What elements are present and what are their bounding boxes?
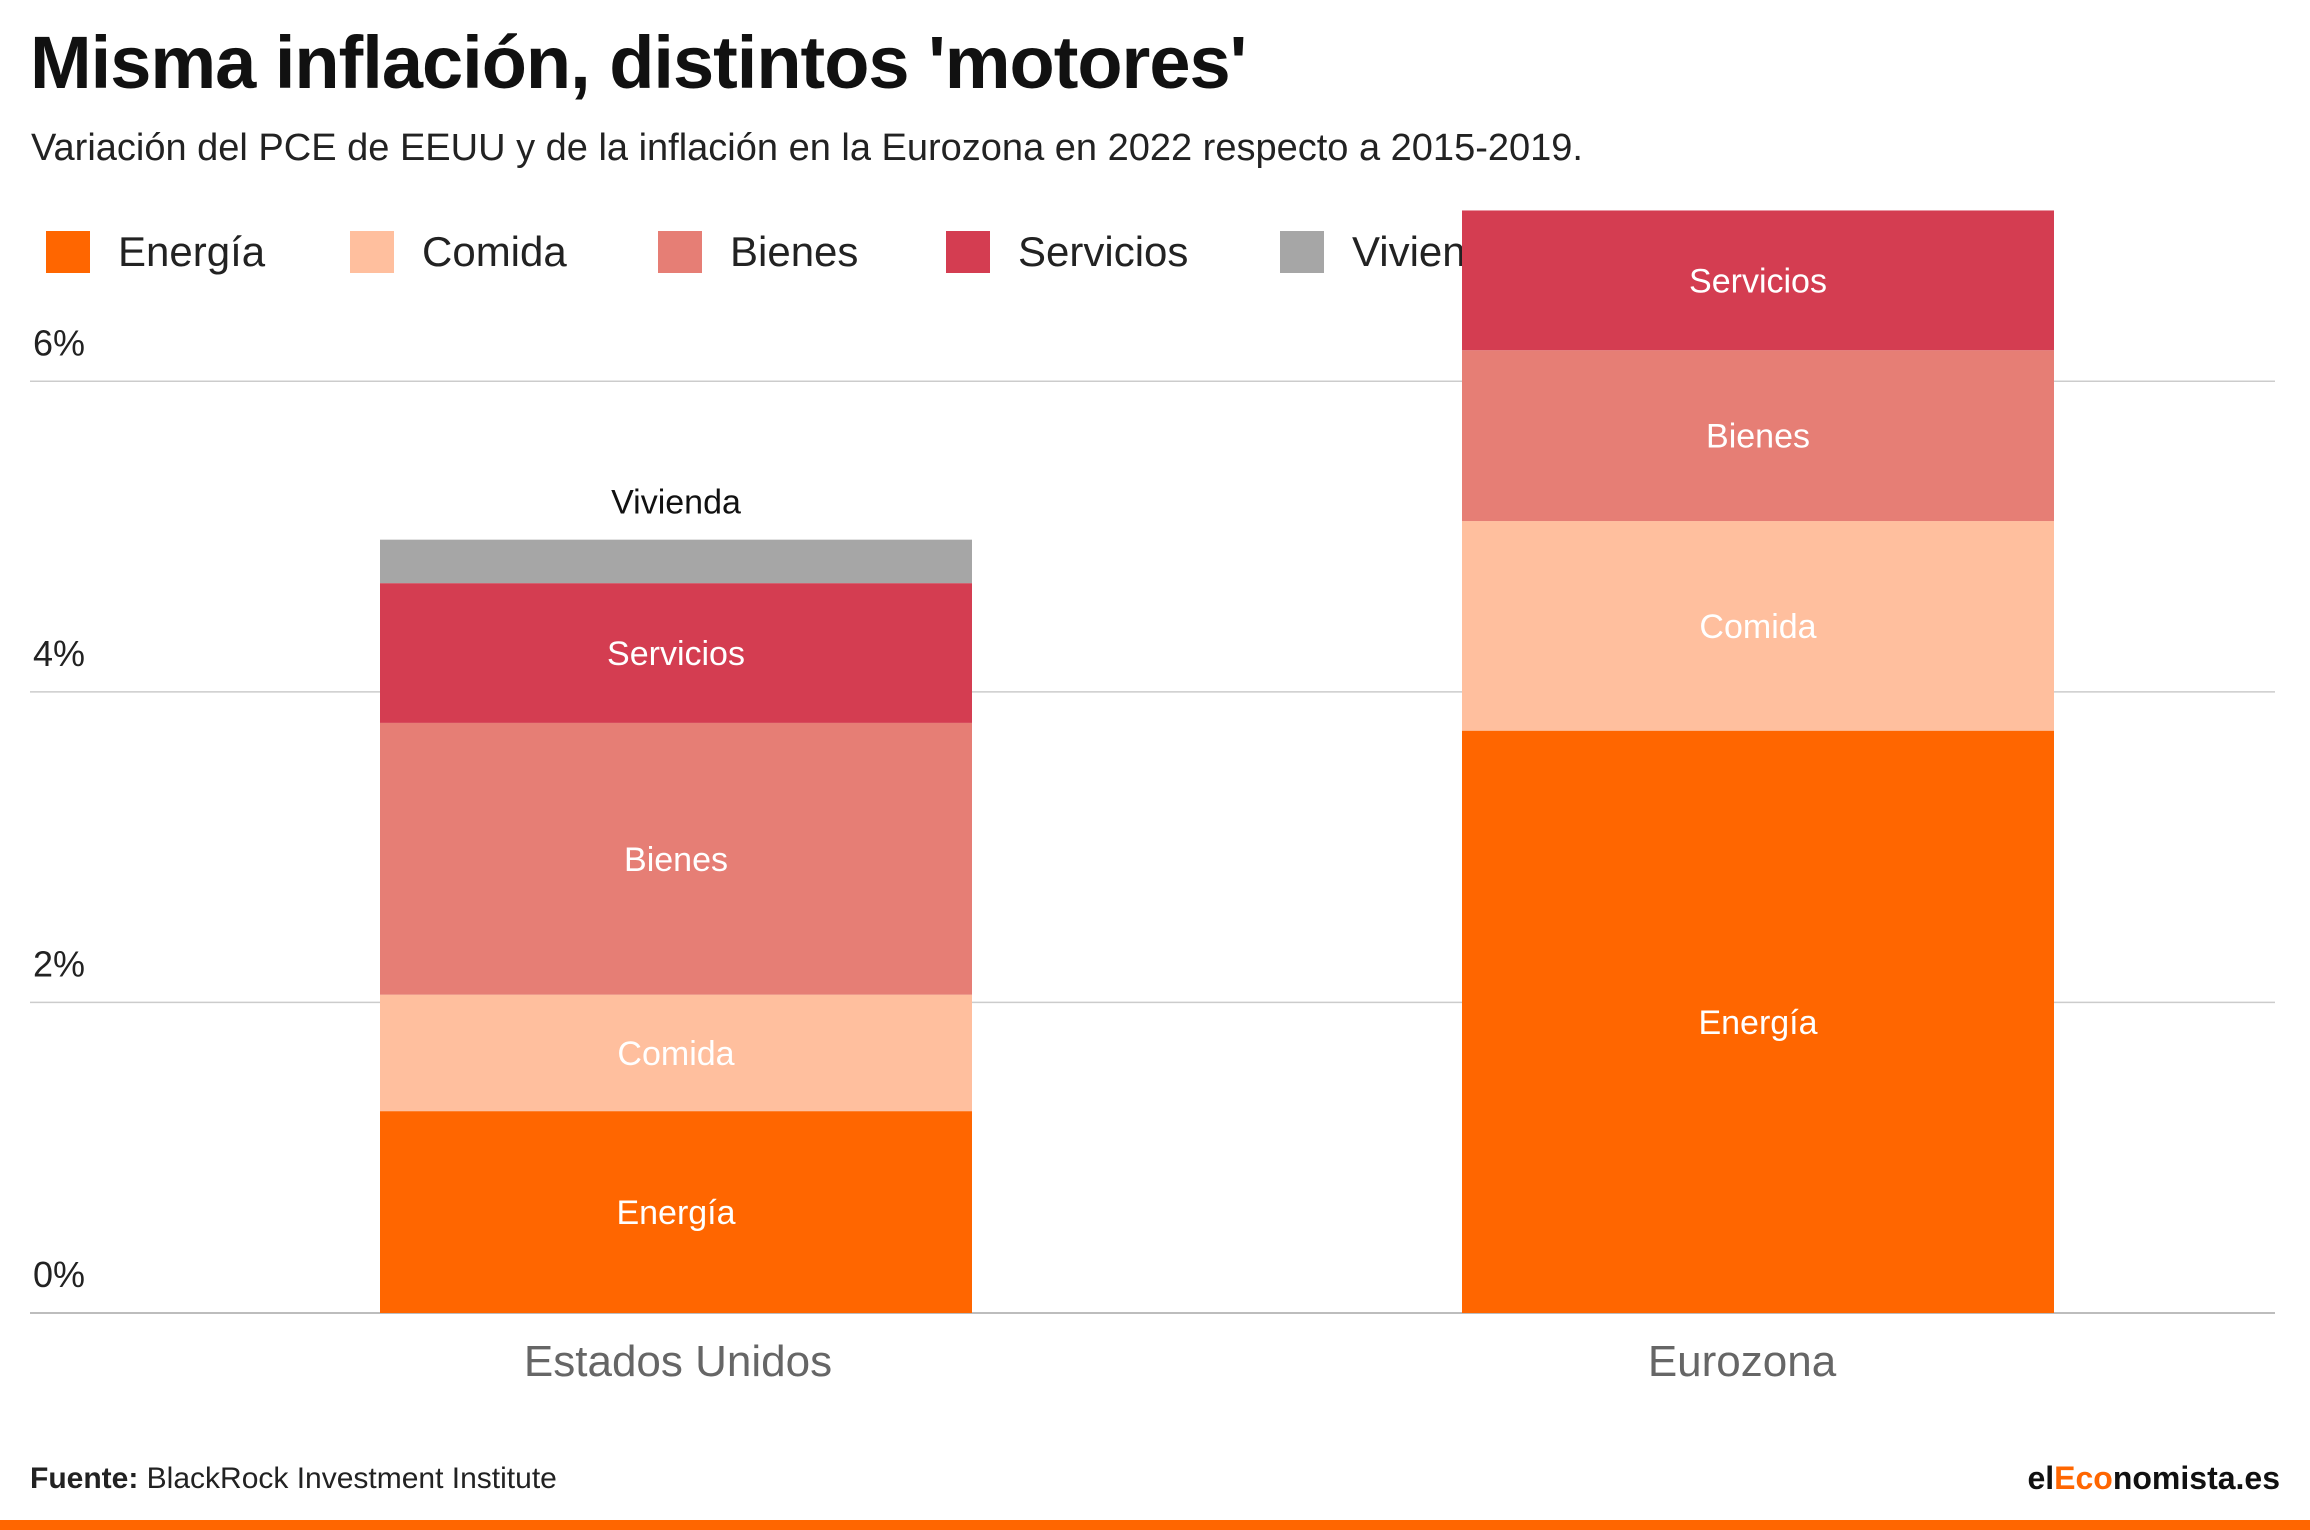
legend-label: Energía [118, 228, 266, 275]
brand-logo: elEconomista.es [2027, 1460, 2280, 1497]
source-note: Fuente: BlackRock Investment Institute [30, 1462, 557, 1496]
legend-item-servicios: Servicios [946, 228, 1188, 276]
legend-label: Servicios [1018, 228, 1189, 275]
source-label: Fuente: [30, 1462, 139, 1495]
chart-title: Misma inflación, distintos 'motores' [30, 21, 1247, 104]
legend-swatch [946, 231, 990, 273]
bottom-accent-bar [0, 1520, 2310, 1530]
data-label: Energía [616, 1194, 735, 1232]
y-tick-label: 4% [33, 633, 85, 674]
data-label: Bienes [1706, 418, 1810, 456]
data-label: Comida [1699, 608, 1816, 646]
legend-swatch [658, 231, 702, 273]
legend-swatch [350, 231, 394, 273]
x-category-label: Estados Unidos [524, 1337, 832, 1386]
chart-subtitle: Variación del PCE de EEUU y de la inflac… [31, 127, 1583, 169]
legend-label: Bienes [730, 228, 859, 275]
data-label: Servicios [607, 635, 745, 673]
brand-accent: Eco [2054, 1460, 2113, 1496]
y-tick-label: 6% [33, 322, 85, 363]
bar-segment-vivienda [380, 539, 972, 584]
y-tick-label: 2% [33, 943, 85, 984]
bar-segment-bienes [1462, 350, 2054, 522]
data-label: Comida [617, 1035, 734, 1073]
legend-swatch [1280, 231, 1324, 273]
bar-segment-comida [380, 994, 972, 1112]
bar-segment-bienes [380, 722, 972, 995]
data-label: Energía [1698, 1004, 1817, 1042]
legend-item-energía: Energía [46, 228, 265, 276]
bar-segment-energía [1462, 730, 2054, 1313]
data-label: Servicios [1689, 262, 1827, 300]
brand-suffix: nomista.es [2112, 1460, 2280, 1496]
legend-item-bienes: Bienes [658, 228, 858, 276]
bar-segment-servicios [380, 583, 972, 723]
legend-swatch [46, 231, 90, 273]
legend-item-comida: Comida [350, 228, 567, 276]
bar-segment-comida [1462, 521, 2054, 731]
bar-segment-energía [380, 1111, 972, 1313]
data-label: Vivienda [611, 484, 741, 522]
bar-segment-servicios [1462, 210, 2054, 351]
brand-prefix: el [2027, 1460, 2055, 1496]
y-tick-label: 0% [33, 1254, 85, 1295]
source-text: BlackRock Investment Institute [146, 1462, 557, 1495]
data-label: Bienes [624, 841, 728, 879]
legend-label: Comida [422, 228, 567, 275]
stacked-bar-chart: 0% 2% 4% 6% Energía Comida Bienes Servicios Vivi… [30, 210, 2275, 1386]
x-category-label: Eurozona [1648, 1337, 1837, 1386]
